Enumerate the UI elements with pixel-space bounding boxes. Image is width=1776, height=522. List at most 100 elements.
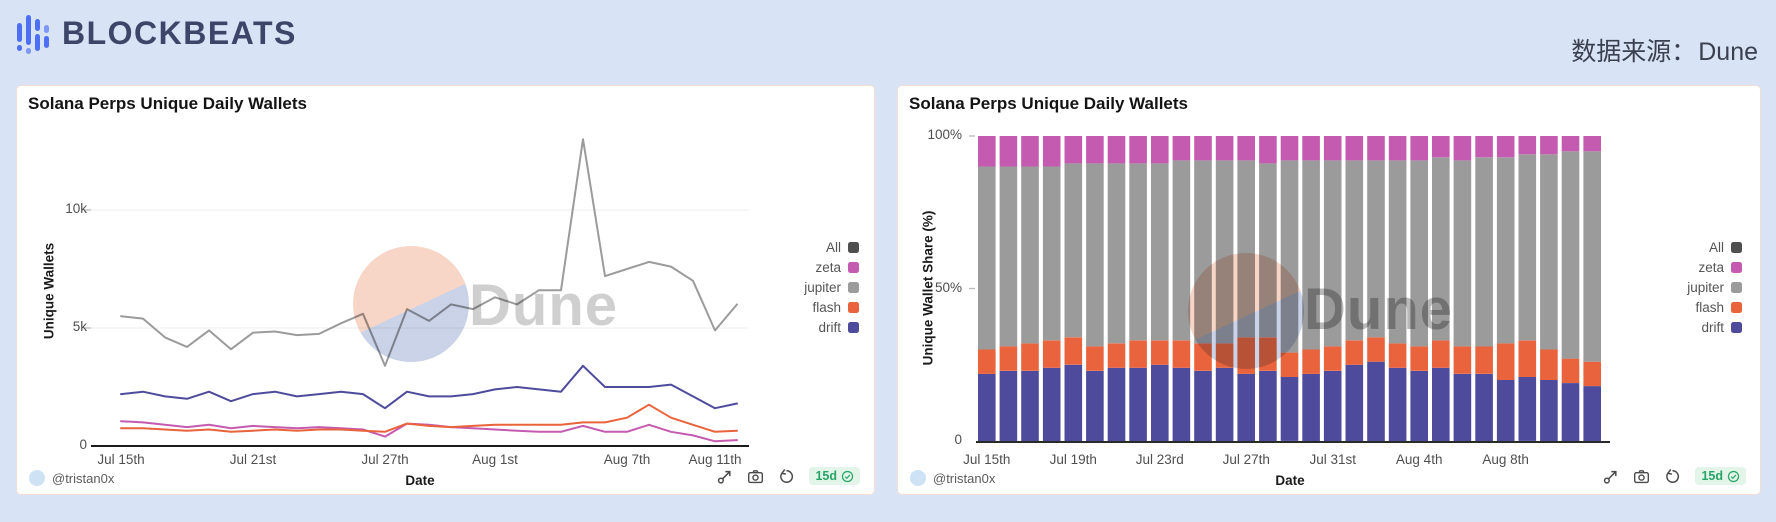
bar-flash: [1561, 358, 1580, 383]
bar-flash: [999, 346, 1018, 371]
bar-flash: [1410, 346, 1428, 371]
bar-zeta: [1107, 136, 1126, 164]
blockbeats-logo[interactable]: BLOCKBEATS: [16, 11, 297, 55]
bar-drift: [978, 373, 996, 441]
line-chart-title: Solana Perps Unique Daily Wallets: [28, 94, 308, 113]
refresh-icon[interactable]: [1664, 468, 1681, 485]
bar-drift: [1496, 380, 1515, 441]
bar-flash: [1107, 343, 1126, 368]
bar-flash: [1367, 337, 1385, 362]
bar-zeta: [1367, 136, 1385, 161]
bar-jupiter: [1259, 163, 1277, 338]
bar-zeta: [1172, 136, 1191, 161]
author-credit[interactable]: @tristan0x: [910, 470, 995, 486]
camera-icon[interactable]: [1633, 468, 1650, 485]
bar-jupiter: [1518, 154, 1537, 341]
author-credit[interactable]: @tristan0x: [29, 470, 114, 486]
bar-jupiter: [1107, 163, 1126, 344]
legend-item-drift[interactable]: drift: [818, 320, 859, 335]
legend-item-all[interactable]: All: [826, 240, 859, 255]
legend-item-flash[interactable]: flash: [1695, 300, 1742, 315]
legend-label: jupiter: [804, 280, 841, 295]
bar-drift: [1194, 370, 1212, 441]
legend-item-flash[interactable]: flash: [812, 300, 859, 315]
legend-swatch: [1731, 302, 1742, 313]
bar-jupiter: [999, 166, 1018, 347]
freshness-badge-label: 15d: [1701, 469, 1723, 483]
freshness-badge[interactable]: 15d: [809, 467, 860, 485]
fork-icon[interactable]: [716, 468, 733, 485]
fork-icon[interactable]: [1602, 468, 1619, 485]
camera-icon[interactable]: [747, 468, 764, 485]
bar-drift: [1021, 370, 1039, 441]
bar-jupiter: [1453, 160, 1472, 347]
bar-drift: [1410, 370, 1428, 441]
bar-jupiter: [1432, 157, 1450, 341]
legend-swatch: [848, 282, 859, 293]
bar-drift: [1323, 370, 1342, 441]
author-avatar: [910, 470, 926, 486]
line-drift: [120, 364, 738, 410]
legend-label: jupiter: [1687, 280, 1724, 295]
bar-zeta: [1042, 136, 1061, 167]
bar-jupiter: [1215, 160, 1234, 344]
legend-item-zeta[interactable]: zeta: [1698, 260, 1742, 275]
legend-item-all[interactable]: All: [1709, 240, 1742, 255]
legend-item-zeta[interactable]: zeta: [815, 260, 859, 275]
bar-flash: [978, 349, 996, 374]
bar-drift: [1042, 367, 1061, 441]
ytick-5k: 5k: [72, 319, 87, 334]
bar-drift: [1432, 367, 1450, 441]
bar-flash: [1345, 340, 1364, 365]
bar-drift: [1518, 376, 1537, 441]
bar-zeta: [1410, 136, 1428, 161]
legend-label: drift: [1701, 320, 1724, 335]
legend-item-drift[interactable]: drift: [1701, 320, 1742, 335]
bar-zeta: [978, 136, 996, 167]
bar-jupiter: [1237, 160, 1255, 338]
freshness-badge[interactable]: 15d: [1695, 467, 1746, 485]
bar-jupiter: [1410, 160, 1428, 347]
bar-zeta: [1129, 136, 1147, 164]
legend-swatch: [848, 322, 859, 333]
legend-label: zeta: [1698, 260, 1724, 275]
bar-flash: [1064, 337, 1083, 365]
line-jupiter: [120, 138, 738, 367]
xtick-Jul 15th: Jul 15th: [97, 452, 145, 467]
legend-swatch: [1731, 242, 1742, 253]
bar-jupiter: [1302, 160, 1320, 350]
line-zeta: [120, 420, 738, 443]
bar-chart-panel: Solana Perps Unique Daily Wallets Unique…: [897, 85, 1761, 495]
bar-zeta: [1540, 136, 1558, 155]
line-flash: [120, 403, 738, 433]
legend-item-jupiter[interactable]: jupiter: [1687, 280, 1742, 295]
bar-drift: [1561, 383, 1580, 441]
bar-zeta: [1453, 136, 1472, 161]
bar-zeta: [1194, 136, 1212, 161]
legend-label: All: [825, 240, 841, 255]
bar-drift: [1237, 373, 1255, 441]
bar-flash: [1215, 343, 1234, 368]
xtick-Jul 21st: Jul 21st: [229, 452, 277, 467]
bar-drift: [1086, 370, 1104, 441]
xtick-Aug 11th: Aug 11th: [688, 452, 742, 467]
bar-flash: [1453, 346, 1472, 374]
refresh-icon[interactable]: [778, 468, 795, 485]
legend-item-jupiter[interactable]: jupiter: [804, 280, 859, 295]
bar-drift: [1453, 373, 1472, 441]
author-avatar: [29, 470, 45, 486]
bar-flash: [1280, 352, 1299, 377]
bar-jupiter: [1561, 151, 1580, 359]
bar-drift: [1107, 367, 1126, 441]
ytick-100%: 100%: [927, 127, 962, 142]
bar-zeta: [1021, 136, 1039, 167]
bar-jupiter: [1583, 151, 1601, 362]
embed-actions: 15d: [716, 467, 860, 485]
bar-zeta: [1323, 136, 1342, 161]
bar-jupiter: [1064, 163, 1083, 338]
bar-zeta: [999, 136, 1018, 167]
xtick-Aug 8th: Aug 8th: [1482, 452, 1529, 467]
bar-drift: [1345, 364, 1364, 442]
bar-jupiter: [1388, 160, 1407, 344]
bar-flash: [1540, 349, 1558, 380]
